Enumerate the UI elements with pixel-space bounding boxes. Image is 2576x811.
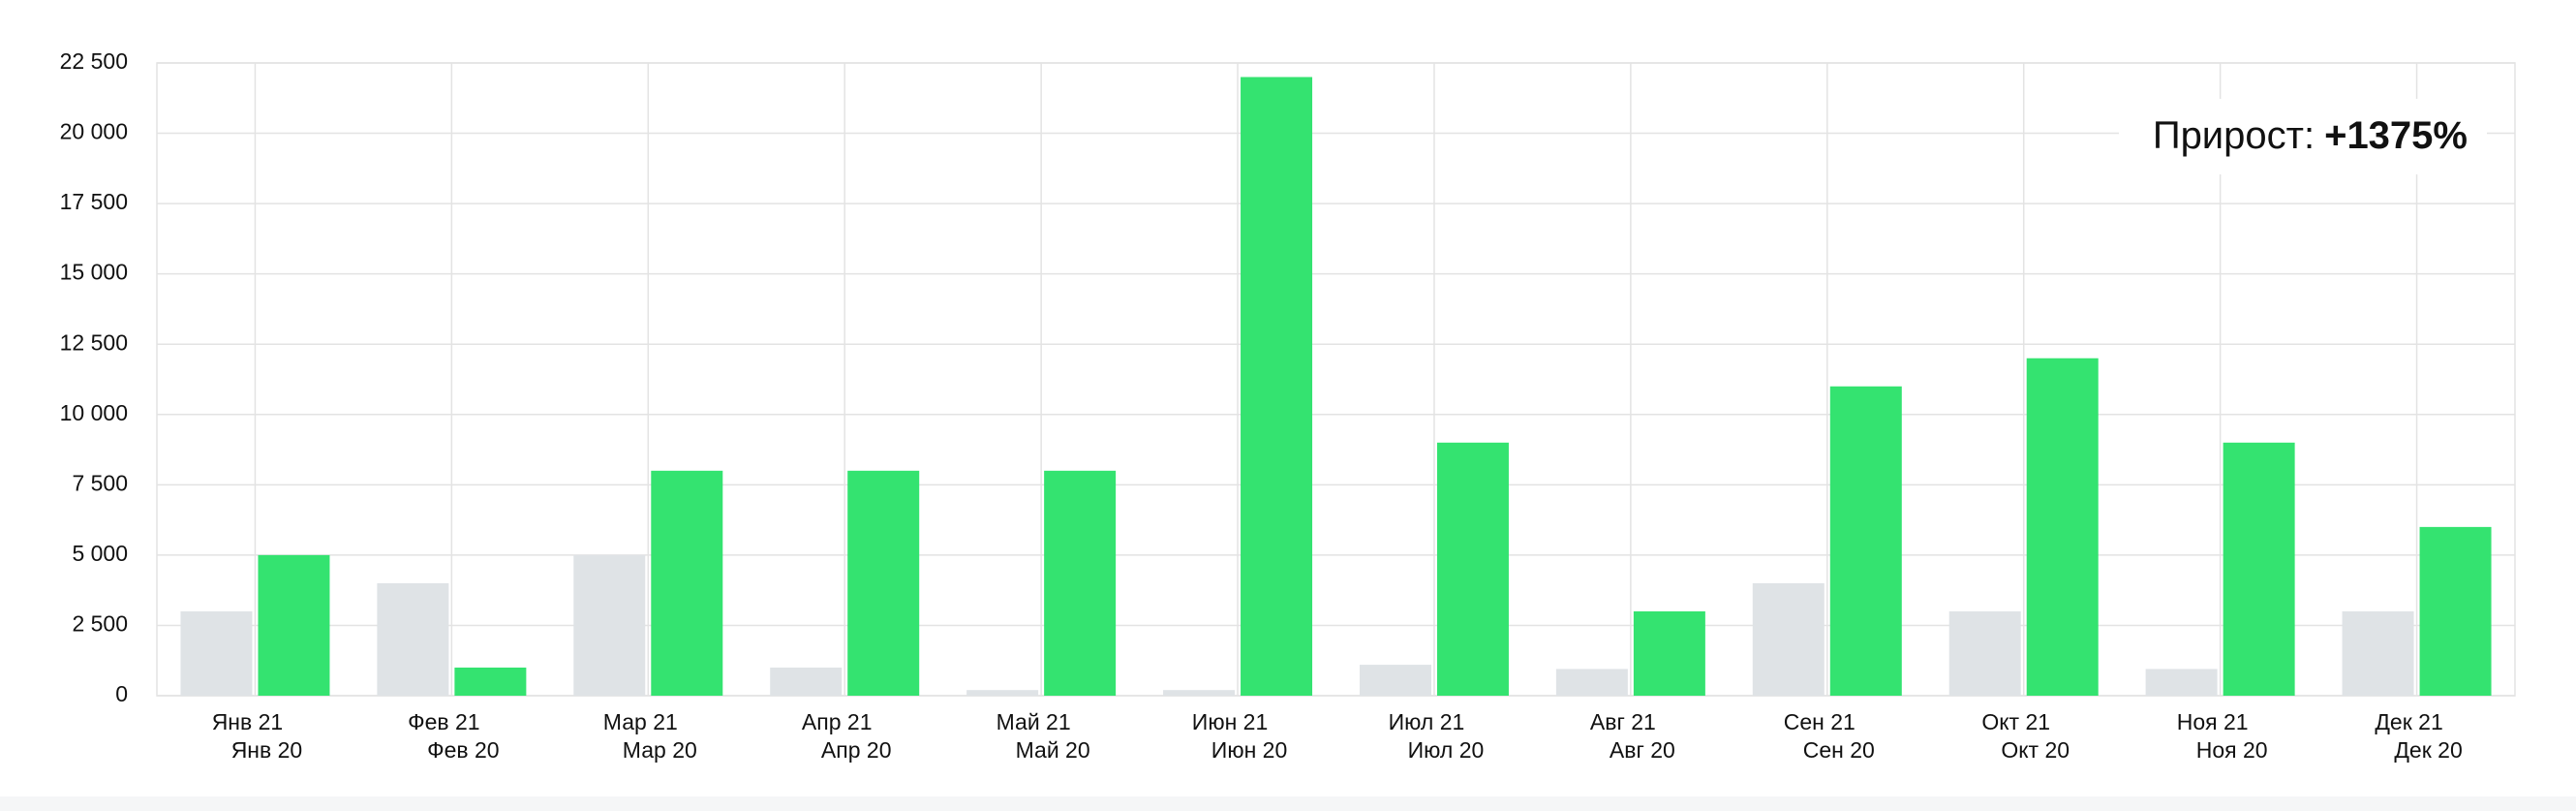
x-tick-label: Фев 20 bbox=[427, 737, 499, 763]
x-tick-label: Апр 21 bbox=[802, 709, 873, 734]
bar bbox=[770, 667, 843, 696]
y-tick-label: 5 000 bbox=[72, 541, 128, 566]
x-tick-label: Авг 20 bbox=[1610, 737, 1675, 763]
x-tick-label: Ноя 20 bbox=[2196, 737, 2268, 763]
bar bbox=[180, 610, 253, 696]
x-tick-label: Ноя 21 bbox=[2177, 709, 2249, 734]
bar bbox=[1359, 665, 1431, 696]
y-tick-label: 12 500 bbox=[60, 329, 128, 355]
bar bbox=[651, 470, 723, 696]
x-tick-label: Мар 20 bbox=[623, 737, 697, 763]
x-tick-label: Окт 21 bbox=[1981, 709, 2050, 734]
annotation-label: Прирост: bbox=[2153, 114, 2315, 157]
y-tick-label: 17 500 bbox=[60, 189, 128, 214]
x-tick-label: Сен 21 bbox=[1784, 709, 1855, 734]
bar bbox=[847, 470, 920, 696]
annotation-box bbox=[2119, 99, 2487, 174]
bar bbox=[1752, 582, 1825, 696]
x-tick-label: Фев 21 bbox=[408, 709, 479, 734]
y-tick-label: 20 000 bbox=[60, 119, 128, 144]
bar bbox=[2223, 442, 2295, 696]
x-tick-label: Июн 20 bbox=[1211, 737, 1287, 763]
x-tick-label: Апр 20 bbox=[821, 737, 892, 763]
bar bbox=[2145, 669, 2218, 696]
y-tick-label: 10 000 bbox=[60, 400, 128, 425]
bar bbox=[1829, 386, 1902, 696]
x-tick-label: Окт 20 bbox=[2001, 737, 2070, 763]
bar bbox=[454, 667, 527, 696]
x-tick-label: Июл 21 bbox=[1389, 709, 1465, 734]
y-tick-label: 0 bbox=[115, 681, 128, 706]
x-tick-label: Дек 20 bbox=[2394, 737, 2462, 763]
y-tick-label: 15 000 bbox=[60, 260, 128, 285]
bar bbox=[1948, 610, 2021, 696]
x-tick-label: Май 21 bbox=[997, 709, 1071, 734]
x-tick-label: Янв 20 bbox=[231, 737, 303, 763]
x-tick-label: Май 20 bbox=[1016, 737, 1090, 763]
y-tick-label: 22 500 bbox=[60, 48, 128, 74]
bar bbox=[2342, 610, 2414, 696]
annotation: Прирост: +1375% bbox=[2153, 114, 2468, 157]
y-tick-label: 7 500 bbox=[72, 470, 128, 495]
x-tick-label: Дек 21 bbox=[2375, 709, 2442, 734]
x-tick-label: Июл 20 bbox=[1408, 737, 1485, 763]
x-tick-label: Июн 21 bbox=[1192, 709, 1268, 734]
x-tick-label: Сен 20 bbox=[1803, 737, 1875, 763]
bar bbox=[1555, 669, 1628, 696]
bar bbox=[2419, 526, 2492, 696]
bar bbox=[258, 554, 330, 696]
annotation-value: +1375% bbox=[2324, 114, 2468, 157]
bar bbox=[1044, 470, 1117, 696]
bar bbox=[377, 582, 449, 696]
x-tick-label: Авг 21 bbox=[1590, 709, 1656, 734]
x-tick-label: Янв 21 bbox=[212, 709, 284, 734]
bar bbox=[1241, 77, 1313, 696]
bar bbox=[1633, 610, 1705, 696]
bottom-strip bbox=[0, 796, 2576, 811]
x-tick-label: Мар 21 bbox=[603, 709, 678, 734]
bar bbox=[966, 690, 1039, 696]
y-tick-label: 2 500 bbox=[72, 611, 128, 637]
bar bbox=[1436, 442, 1509, 696]
bar bbox=[2026, 358, 2099, 696]
bar bbox=[573, 554, 646, 696]
bar bbox=[1163, 690, 1236, 696]
